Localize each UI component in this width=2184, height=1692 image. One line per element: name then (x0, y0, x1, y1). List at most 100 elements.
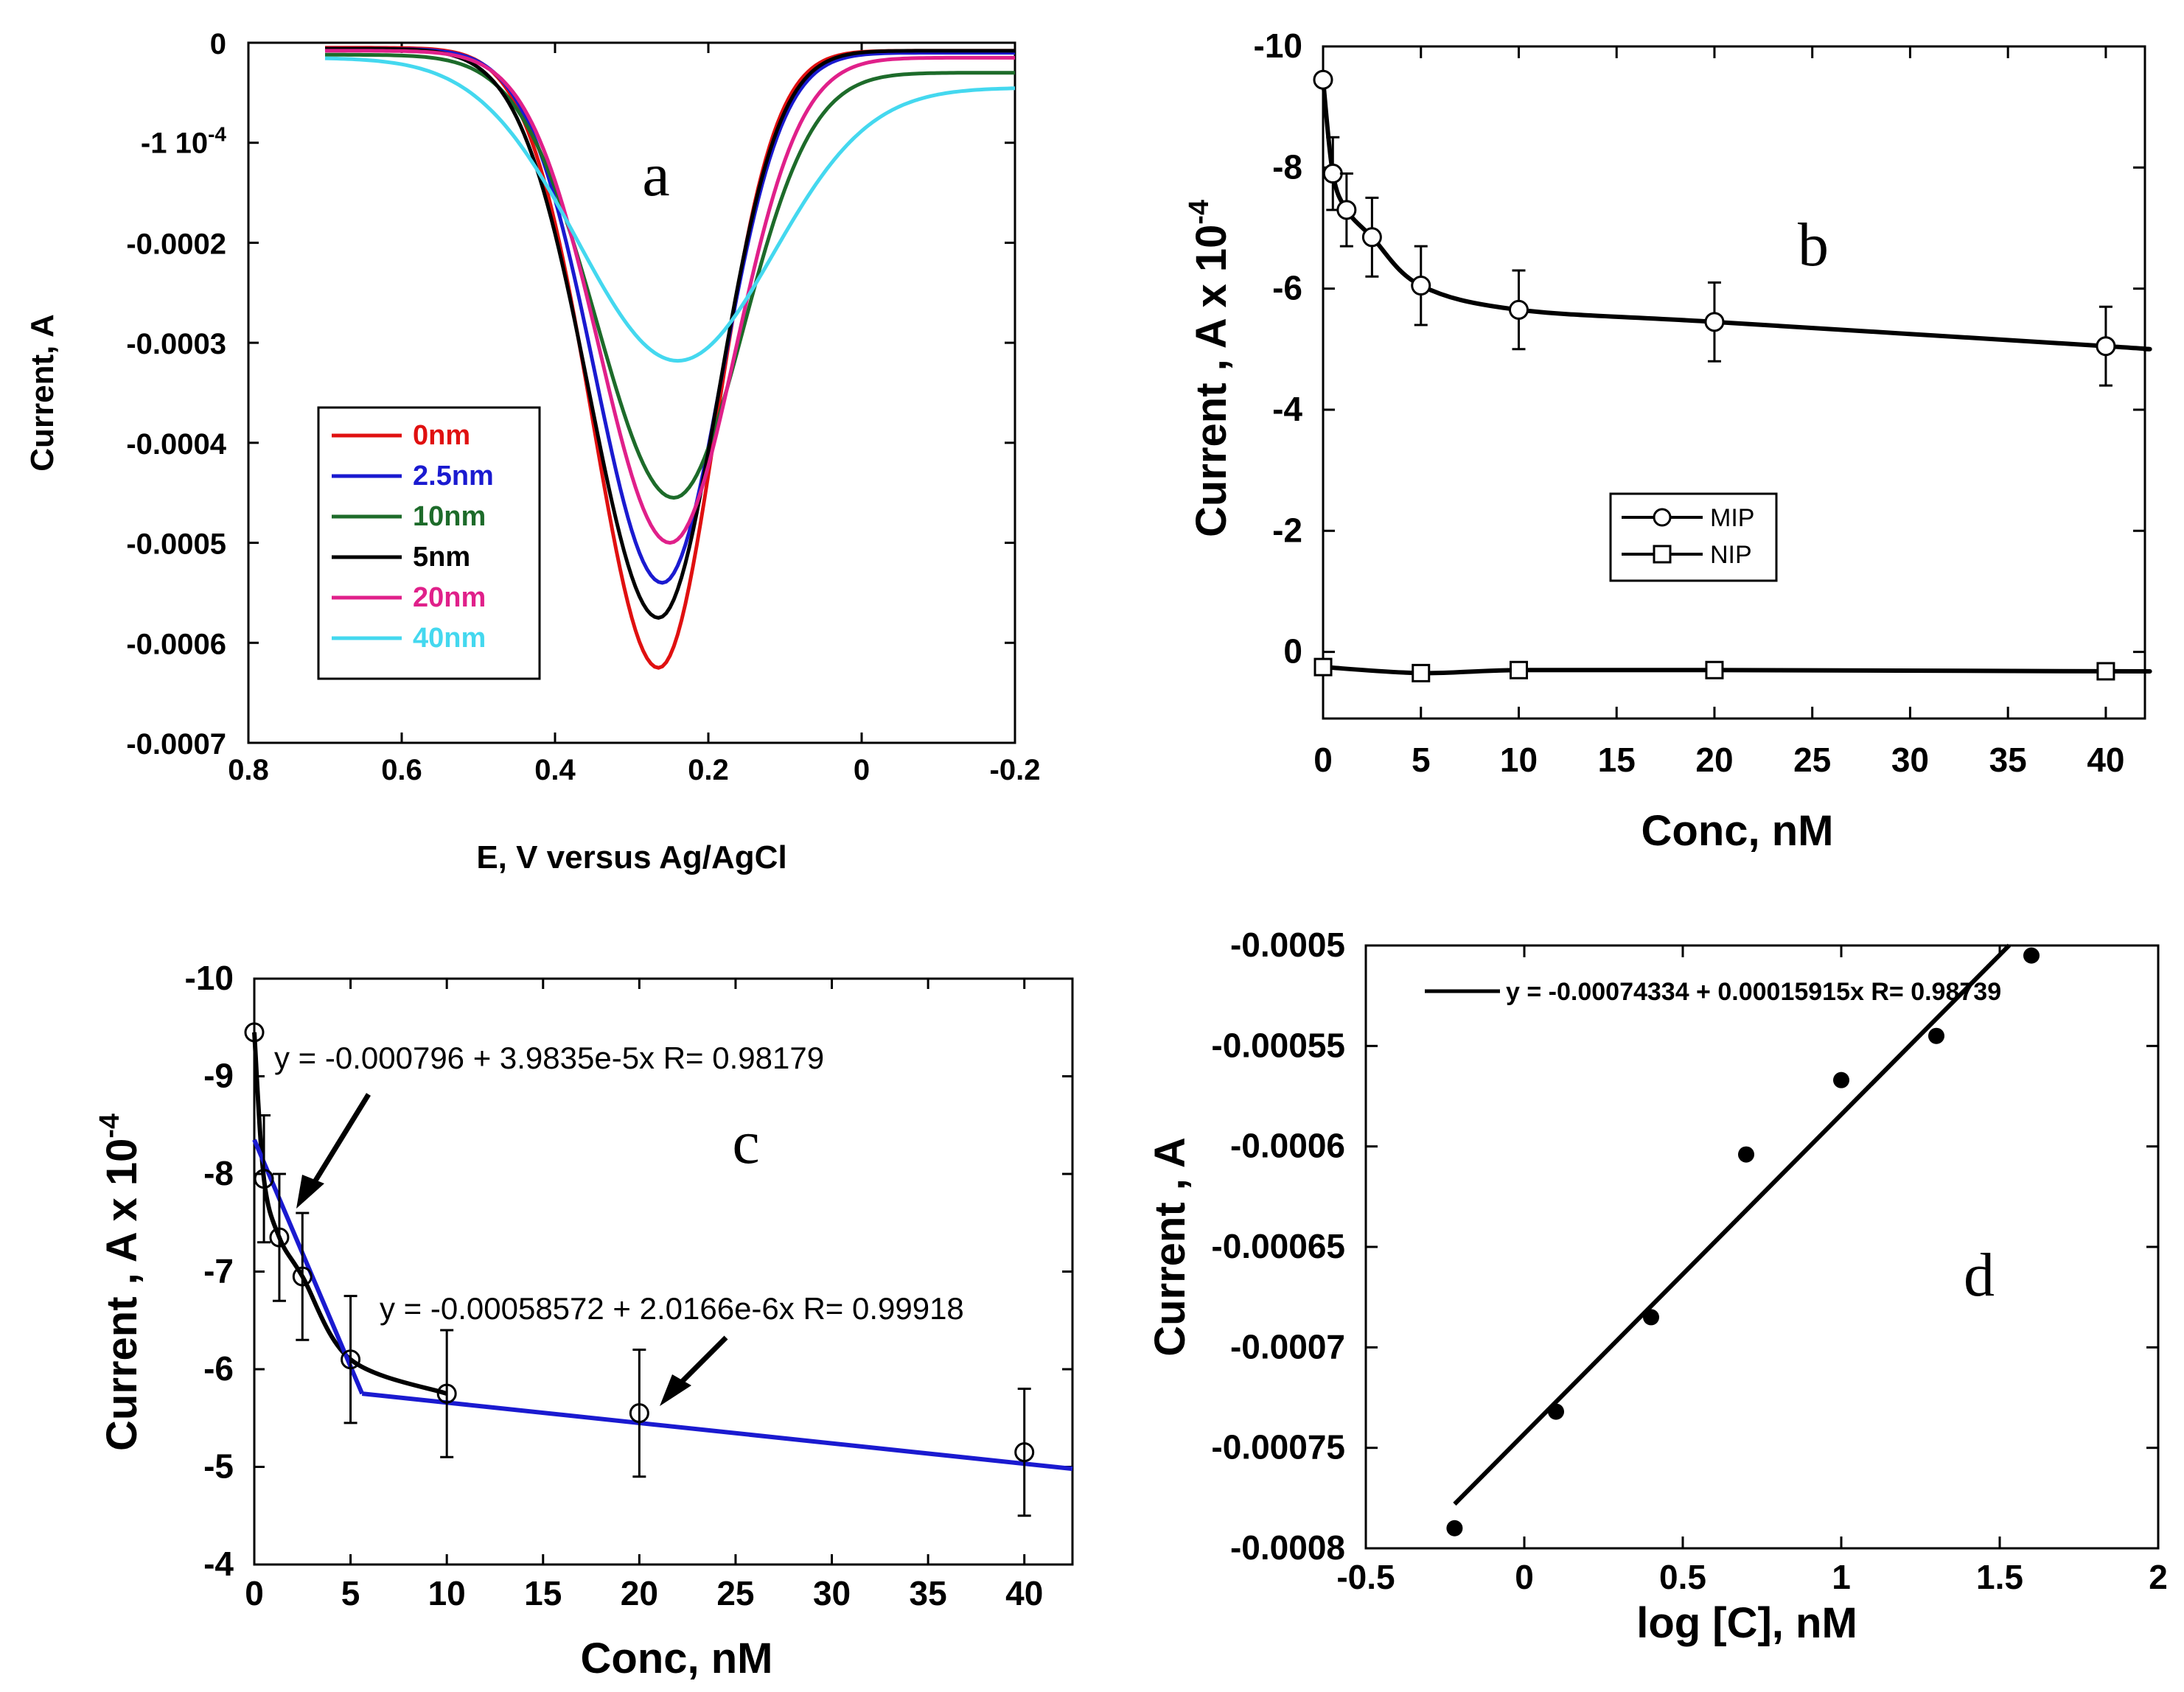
fit-equation: y = -0.00074334 + 0.00015915x R= 0.98739 (1506, 978, 2001, 1006)
y-axis-label: Current , A x 10-4 (94, 1114, 146, 1451)
x-tick-label: 10 (428, 1574, 466, 1612)
plot-frame (1364, 944, 2160, 1550)
plot-frame (247, 41, 1016, 744)
data-point (1548, 1403, 1564, 1420)
legend-label: 40nm (413, 623, 486, 654)
y-tick-label: -5 (203, 1447, 234, 1486)
data-point (629, 1403, 649, 1424)
x-tick-label: 10 (1500, 741, 1538, 779)
legend-box (317, 406, 541, 680)
y-tick-label: -0.0007 (1230, 1327, 1345, 1366)
x-tick-label: 15 (524, 1574, 562, 1612)
data-point-MIP (1411, 276, 1431, 296)
x-axis-label: Conc, nM (581, 1635, 773, 1682)
y-tick-label: -0.0005 (1230, 926, 1345, 964)
x-tick-label: 5 (341, 1574, 360, 1612)
arrow-head-1 (296, 1175, 324, 1209)
data-point-MIP (1704, 312, 1725, 332)
x-tick-label: 0.6 (381, 754, 422, 786)
panel-label: d (1964, 1241, 1995, 1310)
y-tick-label: 0 (210, 28, 226, 60)
data-point-MIP (1361, 227, 1382, 248)
x-tick-label: 30 (1891, 741, 1929, 779)
y-tick-label: -6 (1272, 269, 1302, 307)
data-point (244, 1022, 265, 1043)
arrow-head-2 (660, 1374, 691, 1406)
series-line-NIP (1322, 665, 2152, 676)
x-tick-label: 30 (813, 1574, 851, 1612)
fit-equation-1: y = -0.000796 + 3.9835e-5x R= 0.98179 (274, 1041, 824, 1075)
x-axis-label: E, V versus Ag/AgCl (476, 839, 786, 875)
x-tick-label: 40 (2087, 741, 2124, 779)
x-tick-label: 40 (1005, 1574, 1043, 1612)
y-tick-label: -10 (1254, 27, 1302, 65)
x-tick-label: 5 (1412, 741, 1431, 779)
y-tick-label: -0.0006 (126, 628, 226, 660)
data-point-MIP (1508, 299, 1529, 320)
arrow-2 (672, 1335, 728, 1391)
data-point-NIP (1509, 660, 1528, 679)
x-tick-label: 0 (1313, 741, 1333, 779)
y-tick-label: -0.0002 (126, 228, 226, 260)
data-point (1738, 1146, 1754, 1163)
legend-label: MIP (1710, 504, 1754, 532)
chart-a: 0.8 0.6 0.4 0.2 0 -0.2 0 -1 10-4 -0.0002 -0.0003 -… (24, 28, 1040, 875)
chart-d: -0.5 0 0.5 1 1.5 2 -0.0005 -0.00055 -0.0006 -0.00… (1146, 926, 2168, 1647)
panel-label: c (732, 1108, 759, 1177)
x-tick-label: -0.2 (990, 754, 1041, 786)
y-tick-label: -0.0008 (1230, 1528, 1345, 1567)
fit-line (1453, 943, 2012, 1506)
y-tick-label: -0.00055 (1211, 1026, 1345, 1064)
legend-label: NIP (1710, 541, 1752, 569)
series-line-20nm (325, 49, 1015, 545)
series-line-10nm (325, 52, 1015, 500)
legend-marker (1653, 545, 1672, 564)
data-point-MIP (1336, 200, 1357, 220)
data-point (254, 1169, 274, 1189)
y-tick-label: -2 (1272, 511, 1302, 549)
y-tick-label: -10 (185, 959, 234, 997)
y-tick-label: -0.0007 (126, 728, 226, 761)
y-tick-label: 0 (1283, 632, 1302, 671)
data-point-MIP (2096, 336, 2116, 357)
data-point (1833, 1072, 1849, 1088)
legend-label: 0nm (413, 420, 470, 451)
legend: 0nm 2.5nm 10nm 5nm 20nm 40nm (317, 406, 541, 680)
plot-frame (1322, 45, 2146, 720)
y-tick-label: -9 (203, 1057, 234, 1095)
legend-label: 5nm (413, 542, 470, 573)
data-point (292, 1266, 313, 1287)
y-tick-label: -8 (203, 1154, 234, 1192)
x-tick-label: 0.2 (688, 754, 729, 786)
data-point (341, 1349, 361, 1370)
legend-label: 10nm (413, 501, 486, 532)
chart-b: 0 5 10 15 20 25 30 35 40 -10 -8 -6 -4 -2 0 MIP NIP b Conc,… (1183, 27, 2152, 855)
x-tick-label: -0.5 (1336, 1558, 1395, 1596)
fit-line-2 (361, 1391, 1073, 1472)
x-tick-label: 25 (1793, 741, 1831, 779)
y-axis-label: Current, A (24, 314, 60, 472)
y-tick-label: -0.00065 (1211, 1227, 1345, 1265)
x-tick-label: 2 (2149, 1558, 2168, 1596)
chart-c: 0 5 10 15 20 25 30 35 40 -10 -9 -8 -7 -6 -5 -4 y = -0.00… (94, 959, 1074, 1682)
x-tick-label: 1.5 (1976, 1558, 2023, 1596)
y-tick-label: -8 (1272, 147, 1302, 186)
data-point (1446, 1520, 1463, 1537)
x-tick-label: 35 (910, 1574, 947, 1612)
data-line (252, 1032, 448, 1396)
x-tick-label: 15 (1598, 741, 1636, 779)
data-point-NIP (1313, 657, 1333, 677)
y-tick-label: -0.0005 (126, 528, 226, 561)
panel-label: a (642, 141, 669, 209)
series-line-MIP (1321, 79, 2152, 352)
y-tick-label: -0.00075 (1211, 1428, 1345, 1466)
y-tick-label: -4 (1272, 390, 1302, 428)
data-point (269, 1227, 290, 1248)
y-tick-label: -1 10-4 (141, 123, 226, 160)
x-tick-label: 20 (621, 1574, 658, 1612)
x-axis-label: Conc, nM (1642, 807, 1834, 855)
y-tick-label: -0.0003 (126, 328, 226, 360)
x-tick-label: 0 (1515, 1558, 1534, 1596)
x-tick-label: 25 (716, 1574, 754, 1612)
